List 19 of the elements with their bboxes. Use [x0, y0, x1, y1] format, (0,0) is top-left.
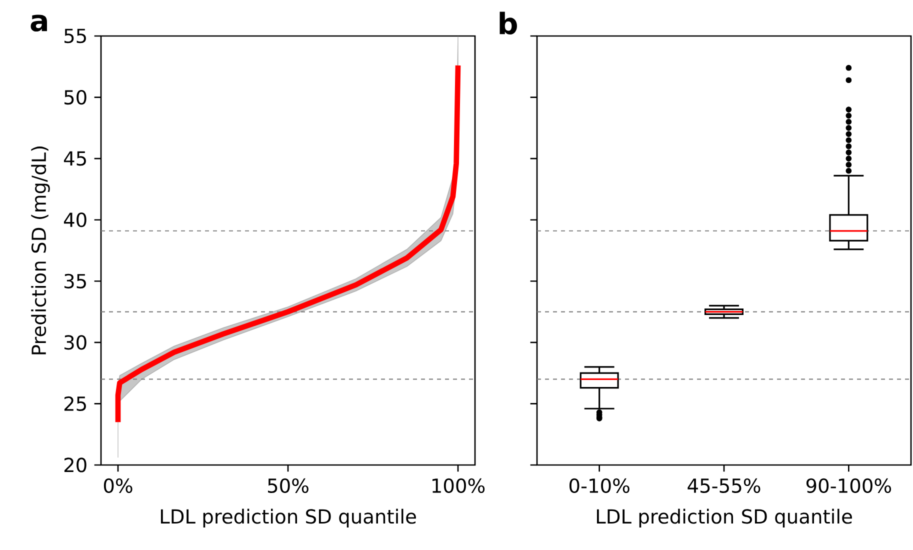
y-tick-label: 30 — [64, 335, 86, 350]
x-tick-label: 0-10% — [569, 478, 630, 493]
x-axis-title: LDL prediction SD quantile — [160, 508, 416, 528]
y-tick-label: 55 — [64, 28, 86, 44]
y-tick-label: 45 — [64, 151, 86, 166]
y-tick-label: 20 — [64, 458, 86, 472]
x-tick-label: 100% — [432, 478, 485, 493]
y-tick-label: 25 — [64, 396, 86, 412]
x-tick-label: 0% — [104, 478, 132, 493]
y-axis-title: Prediction SD (mg/dL) — [31, 146, 50, 354]
x-tick-label: 50% — [268, 478, 308, 493]
y-tick-label: 50 — [64, 90, 86, 105]
y-tick-label: 40 — [64, 212, 86, 228]
y-tick-label: 35 — [64, 274, 86, 288]
x-tick-label: 90-100% — [806, 478, 892, 493]
chart-title: b — [500, 12, 517, 34]
x-axis-title: LDL prediction SD quantile — [596, 508, 852, 528]
x-tick-label: 45-55% — [688, 478, 760, 493]
chart-title: a — [30, 14, 47, 32]
